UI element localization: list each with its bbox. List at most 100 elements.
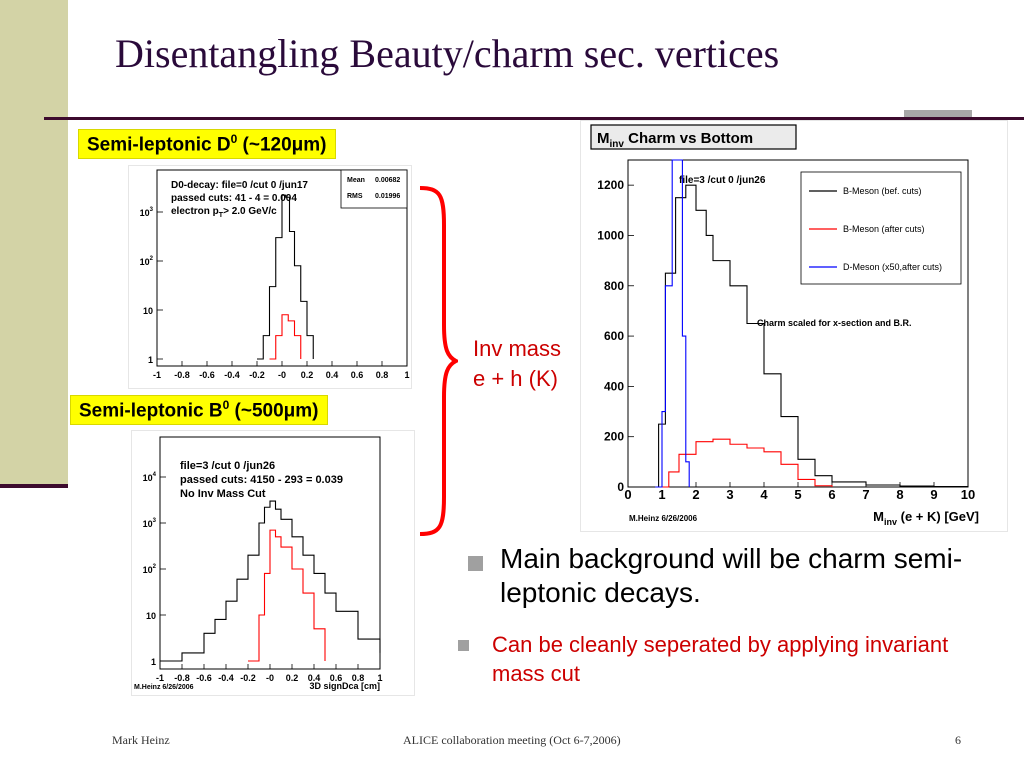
title-rule-accent bbox=[904, 110, 972, 117]
d0-stats-line-2: passed cuts: 41 - 4 = 0.004 bbox=[171, 193, 297, 204]
inv-mass-line-1: Inv mass bbox=[473, 336, 562, 361]
slide-title: Disentangling Beauty/charm sec. vertices bbox=[115, 31, 780, 76]
b0-histogram: file=3 /cut 0 /jun26 passed cuts: 4150 -… bbox=[134, 436, 383, 691]
d0-xtick-label: -0 bbox=[278, 370, 286, 380]
b0-xtick-label: -0.2 bbox=[240, 673, 256, 683]
d0-ytick-label: 10 bbox=[143, 306, 153, 316]
minv-credit: M.Heinz 6/26/2006 bbox=[629, 514, 698, 523]
b0-xlabel: 3D signDca [cm] bbox=[309, 681, 380, 691]
minv-ytick-label: 1000 bbox=[597, 228, 624, 242]
d0-xtick-label: 0.6 bbox=[351, 370, 364, 380]
d0-xtick-label: 0.4 bbox=[326, 370, 339, 380]
minv-legend-label: B-Meson (bef. cuts) bbox=[843, 186, 922, 196]
d0-mean-value: 0.00682 bbox=[375, 177, 400, 184]
b0-xtick-label: 0.6 bbox=[330, 673, 343, 683]
b0-xtick-label: -1 bbox=[156, 673, 164, 683]
minv-legend-label: D-Meson (x50,after cuts) bbox=[843, 262, 942, 272]
curly-brace bbox=[419, 186, 458, 536]
d0-rms-value: 0.01996 bbox=[375, 193, 400, 200]
minv-xtick-label: 2 bbox=[692, 487, 699, 502]
footer-author: Mark Heinz bbox=[112, 733, 170, 747]
b0-xtick-label: 1 bbox=[377, 673, 382, 683]
b0-stats-line-3: No Inv Mass Cut bbox=[180, 488, 266, 500]
minv-legend-label: B-Meson (after cuts) bbox=[843, 224, 925, 234]
b0-ytick-label: 103 bbox=[143, 518, 157, 529]
minv-xtick-label: 3 bbox=[726, 487, 733, 502]
b0-ytick-label: 102 bbox=[143, 564, 157, 575]
b0-series-0-line bbox=[160, 500, 381, 662]
minv-ytick-label: 200 bbox=[604, 430, 624, 444]
d0-xtick-label: 0.8 bbox=[376, 370, 389, 380]
minv-histogram: Minv Charm vs Bottom file=3 /cut 0 /jun2… bbox=[590, 124, 979, 527]
b0-series-1-line bbox=[248, 529, 326, 662]
d0-xtick-label: -1 bbox=[153, 370, 161, 380]
bullet-square-icon bbox=[458, 640, 469, 651]
minv-ytick-label: 400 bbox=[604, 379, 624, 393]
d0-rms-label: RMS bbox=[347, 193, 363, 200]
b0-xtick-label: 0.2 bbox=[286, 673, 299, 683]
d0-xtick-label: 1 bbox=[404, 370, 409, 380]
minv-series-2-line bbox=[655, 159, 690, 488]
d0-histogram: D0-decay: file=0 /cut 0 /jun17 passed cu… bbox=[140, 169, 410, 380]
b0-ytick-label: 10 bbox=[146, 611, 156, 621]
minv-ytick-label: 600 bbox=[604, 329, 624, 343]
minv-title-box bbox=[590, 124, 797, 150]
left-band-rule bbox=[0, 484, 68, 488]
d0-xtick-label: -0.4 bbox=[224, 370, 240, 380]
left-decorative-band bbox=[0, 0, 68, 488]
d0-ytick-label: 102 bbox=[140, 256, 154, 267]
minv-plot-panel: Minv Charm vs Bottom file=3 /cut 0 /jun2… bbox=[580, 120, 1008, 532]
minv-xtick-label: 5 bbox=[794, 487, 801, 502]
minv-series-0-line bbox=[645, 184, 969, 488]
b0-xtick-label: -0.6 bbox=[196, 673, 212, 683]
b0-xtick-label: 0.8 bbox=[352, 673, 365, 683]
minv-xtick-label: 0 bbox=[624, 487, 631, 502]
b0-xtick-label: -0.4 bbox=[218, 673, 234, 683]
b0-credit: M.Heinz 6/26/2006 bbox=[134, 684, 194, 691]
footer-event: ALICE collaboration meeting (Oct 6-7,200… bbox=[403, 733, 621, 747]
minv-xtick-label: 7 bbox=[862, 487, 869, 502]
title-rule bbox=[44, 117, 1024, 120]
d0-label: Semi-leptonic D0 (~120μm) bbox=[78, 129, 336, 160]
b0-stats-line-1: file=3 /cut 0 /jun26 bbox=[180, 460, 275, 472]
d0-stats-box bbox=[340, 169, 408, 209]
b0-ytick-label: 104 bbox=[143, 472, 157, 483]
b0-xtick-label: -0 bbox=[266, 673, 274, 683]
d0-xtick-label: 0.2 bbox=[301, 370, 314, 380]
d0-stats-line-1: D0-decay: file=0 /cut 0 /jun17 bbox=[171, 180, 308, 191]
d0-series-0-line bbox=[257, 194, 314, 360]
b0-label: Semi-leptonic B0 (~500μm) bbox=[70, 395, 328, 426]
minv-ytick-label: 800 bbox=[604, 279, 624, 293]
bullet-square-icon bbox=[468, 556, 483, 571]
minv-ytick-label: 1200 bbox=[597, 178, 624, 192]
minv-xtick-label: 9 bbox=[930, 487, 937, 502]
minv-xlabel: Minv (e + K) [GeV] bbox=[873, 509, 979, 527]
minv-stats-text: file=3 /cut 0 /jun26 bbox=[679, 175, 766, 186]
b0-xtick-label: -0.8 bbox=[174, 673, 190, 683]
minv-ytick-label: 0 bbox=[617, 480, 624, 494]
minv-note: Charm scaled for x-section and B.R. bbox=[757, 318, 912, 328]
b0-stats-line-2: passed cuts: 4150 - 293 = 0.039 bbox=[180, 474, 343, 486]
b0-xtick-label: 0.4 bbox=[308, 673, 321, 683]
b0-plot-panel: file=3 /cut 0 /jun26 passed cuts: 4150 -… bbox=[131, 430, 415, 696]
minv-xtick-label: 4 bbox=[760, 487, 768, 502]
inv-mass-line-2: e + h (K) bbox=[473, 366, 558, 391]
minv-xtick-label: 10 bbox=[961, 487, 975, 502]
minv-xtick-label: 8 bbox=[896, 487, 903, 502]
d0-series-1-line bbox=[269, 314, 302, 360]
bullet-main: Main background will be charm semi-lepto… bbox=[500, 543, 963, 608]
d0-xtick-label: -0.8 bbox=[174, 370, 190, 380]
d0-ytick-label: 103 bbox=[140, 207, 154, 218]
minv-series-1-line bbox=[658, 438, 833, 488]
footer-page-number: 6 bbox=[955, 733, 961, 747]
d0-xtick-label: -0.2 bbox=[249, 370, 265, 380]
inv-mass-annotation: Inv mass e + h (K) bbox=[473, 334, 561, 394]
d0-ytick-label: 1 bbox=[148, 355, 153, 365]
minv-title: Minv Charm vs Bottom bbox=[597, 130, 753, 150]
bullet-sub: Can be cleanly seperated by applying inv… bbox=[492, 632, 949, 686]
d0-xtick-label: -0.6 bbox=[199, 370, 215, 380]
d0-plot-panel: D0-decay: file=0 /cut 0 /jun17 passed cu… bbox=[128, 165, 412, 389]
d0-stats-line-3: electron pT> 2.0 GeV/c bbox=[171, 206, 277, 219]
minv-xtick-label: 6 bbox=[828, 487, 835, 502]
b0-ytick-label: 1 bbox=[151, 657, 156, 667]
